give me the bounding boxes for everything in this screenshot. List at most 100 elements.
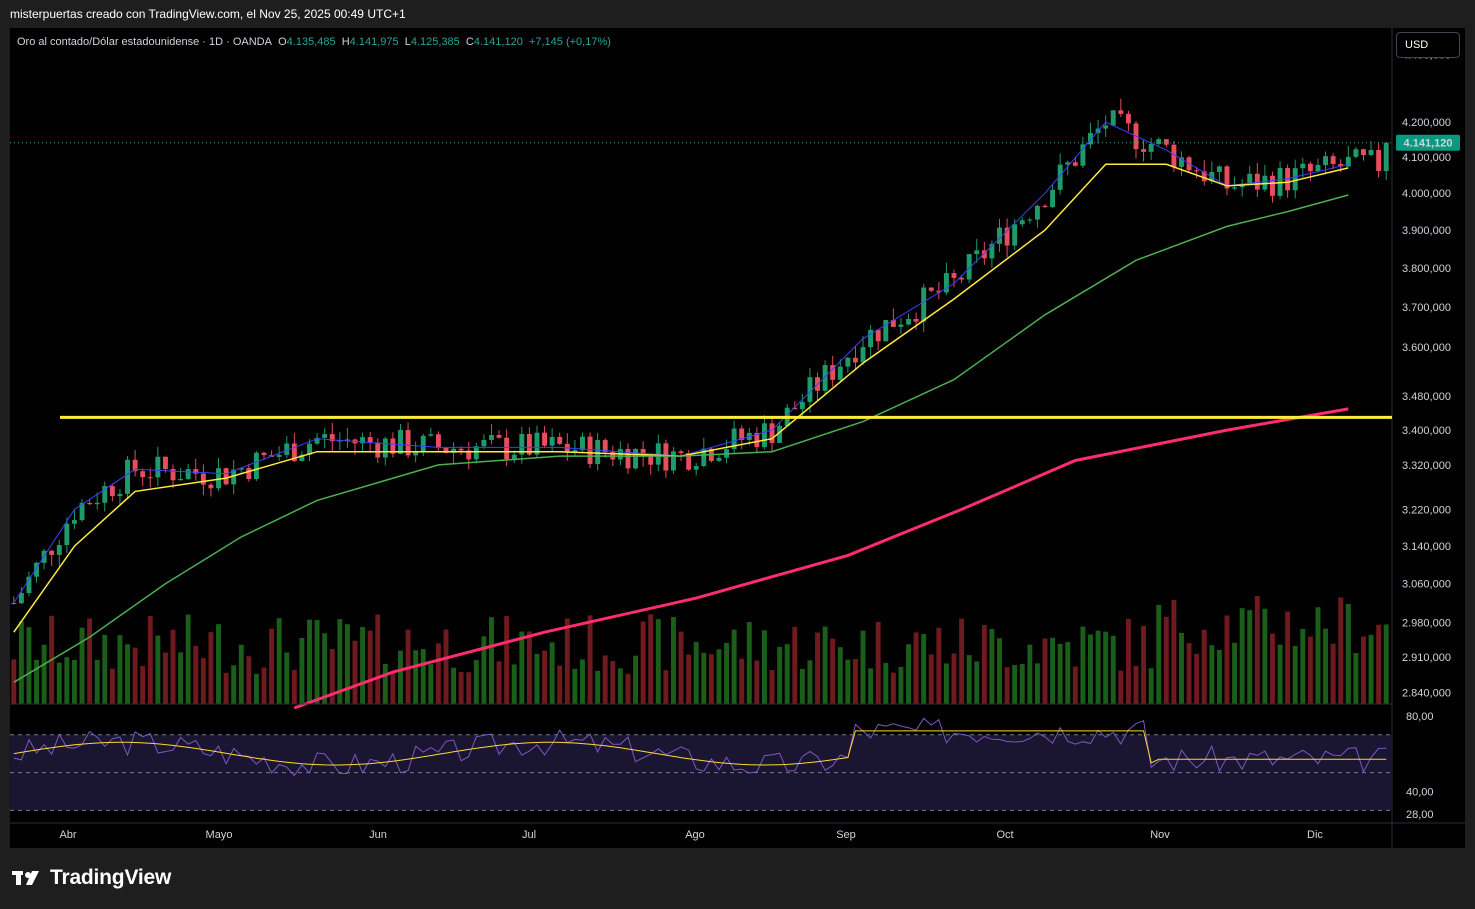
candle-body xyxy=(246,468,252,479)
price-axis-label: 4.000,000 xyxy=(1402,188,1451,200)
price-axis-label: 3.600,000 xyxy=(1402,342,1451,354)
volume-bar xyxy=(216,624,221,704)
footer: TradingView xyxy=(12,866,171,890)
candle-body xyxy=(1247,173,1253,184)
volume-bar xyxy=(87,618,93,704)
candle-body xyxy=(678,451,684,454)
candle-body xyxy=(974,250,980,255)
volume-bar xyxy=(1088,634,1093,704)
volume-bar xyxy=(367,630,373,704)
volume-bar xyxy=(686,654,692,704)
volume-bar xyxy=(299,637,305,704)
volume-bar xyxy=(989,628,995,704)
symbol-name[interactable]: Oro al contado/Dólar estadounidense · 1D… xyxy=(17,36,272,48)
tradingview-brand[interactable]: TradingView xyxy=(50,866,172,889)
ema-line-ema-200 xyxy=(293,407,1349,710)
time-axis-label: Nov xyxy=(1150,829,1170,841)
candle-body xyxy=(276,454,282,457)
volume-bar xyxy=(466,672,472,704)
candle-body xyxy=(1148,144,1154,152)
candle-body xyxy=(1270,175,1275,196)
volume-bar xyxy=(693,642,699,704)
candle-body xyxy=(314,437,320,444)
volume-bar xyxy=(997,638,1002,704)
volume-bar xyxy=(64,657,70,704)
volume-bar xyxy=(458,672,464,704)
candle-body xyxy=(1012,224,1018,246)
candle-body xyxy=(94,502,100,505)
candle-body xyxy=(852,357,858,363)
candle-body xyxy=(223,468,229,485)
volume-bar xyxy=(1201,629,1207,704)
candle-body xyxy=(799,401,805,410)
volume-bar xyxy=(815,632,820,704)
close-value: 4.141,120 xyxy=(473,36,523,48)
chart-area[interactable]: 4.141,1204.400,0004.200,0004.100,0004.00… xyxy=(10,28,1465,848)
candle-body xyxy=(132,459,138,472)
candle-body xyxy=(1201,171,1207,182)
candle-body xyxy=(1065,162,1071,165)
volume-bar xyxy=(253,673,259,704)
volume-bar xyxy=(921,634,927,704)
candle-body xyxy=(928,287,934,291)
volume-bar xyxy=(1080,626,1086,704)
volume-bar xyxy=(769,669,775,704)
volume-bar xyxy=(648,614,654,704)
chart-svg[interactable]: 4.141,1204.400,0004.200,0004.100,0004.00… xyxy=(10,28,1465,848)
volume-bar xyxy=(883,663,889,704)
volume-bars xyxy=(11,595,1389,704)
candle-body xyxy=(580,436,585,451)
candle-body xyxy=(1057,164,1063,190)
chart-title: misterpuertas creado con TradingView.com… xyxy=(10,7,406,21)
candle-body xyxy=(261,452,267,456)
volume-bar xyxy=(41,644,47,704)
candle-body xyxy=(754,432,760,448)
volume-bar xyxy=(276,618,282,704)
time-axis-label: Mayo xyxy=(206,829,233,841)
candle-body xyxy=(109,486,115,497)
ema-line-ema-20 xyxy=(13,163,1349,633)
low-label: L xyxy=(404,36,411,48)
last-price-tag-text: 4.141,120 xyxy=(1404,138,1453,150)
volume-bar xyxy=(18,621,24,704)
currency-button[interactable]: USD xyxy=(1396,32,1460,58)
candle-body xyxy=(602,440,608,452)
volume-bar xyxy=(1072,666,1078,704)
candle-body xyxy=(1088,133,1093,145)
candle-body xyxy=(1216,166,1222,172)
volume-bar xyxy=(610,661,616,704)
candle-body xyxy=(670,451,676,471)
volume-bar xyxy=(936,627,942,704)
candle-body xyxy=(731,428,737,450)
volume-bar xyxy=(1300,628,1306,704)
candle-body xyxy=(837,366,843,380)
candle-body xyxy=(253,452,259,479)
volume-bar xyxy=(519,631,525,704)
volume-bar xyxy=(1285,611,1291,704)
volume-bar xyxy=(170,629,176,704)
volume-bar xyxy=(314,620,320,704)
volume-bar xyxy=(1368,634,1374,704)
volume-bar xyxy=(1034,663,1040,704)
candle-body xyxy=(913,319,919,322)
volume-bar xyxy=(307,619,312,704)
volume-bar xyxy=(481,636,487,704)
candle-body xyxy=(162,456,168,469)
volume-bar xyxy=(1141,625,1147,704)
price-axis-label: 3.800,000 xyxy=(1402,263,1451,275)
candle-body xyxy=(883,319,889,342)
candle-body xyxy=(1292,168,1298,191)
open-value: 4.135,485 xyxy=(286,36,336,48)
candle-body xyxy=(299,454,305,462)
volume-bar xyxy=(754,660,760,704)
volume-bar xyxy=(1057,643,1063,704)
candle-body xyxy=(185,469,191,479)
candle-body xyxy=(951,273,957,278)
candle-body xyxy=(208,484,214,489)
candle-body xyxy=(633,449,639,469)
candle-body xyxy=(405,430,411,456)
candle-body xyxy=(102,486,108,503)
candle-body xyxy=(1194,170,1200,172)
volume-bar xyxy=(109,668,115,704)
candle-body xyxy=(231,469,237,485)
